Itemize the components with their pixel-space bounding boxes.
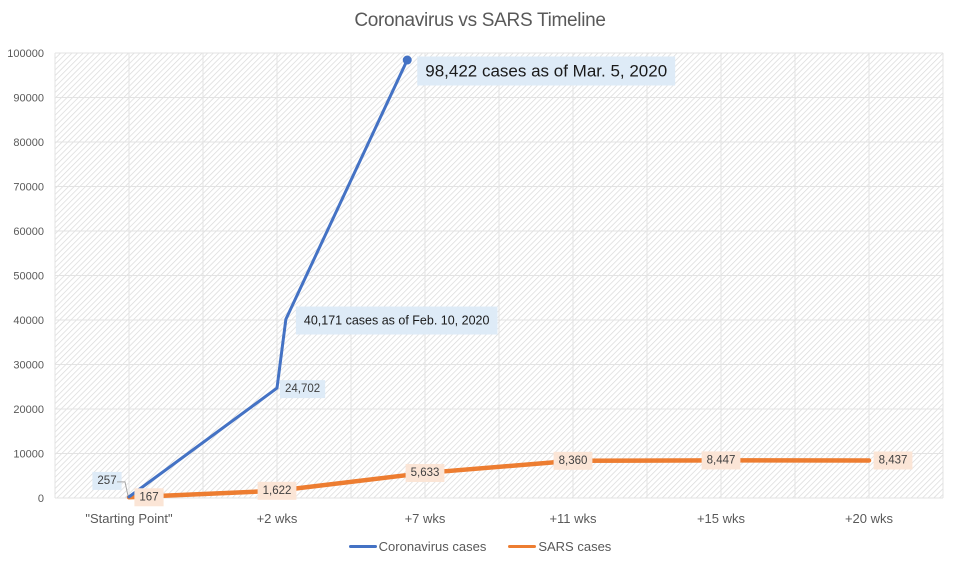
y-tick-label: 0: [38, 493, 44, 505]
data-label-corona-bg: [295, 306, 498, 335]
y-tick-label: 70000: [13, 182, 44, 194]
data-label-corona-text: 257: [97, 475, 116, 487]
data-label-sars-bg: [553, 451, 593, 470]
data-label-sars-bg: [134, 488, 164, 507]
data-label-sars: 167: [134, 488, 164, 507]
data-label-corona-text: 40,171 cases as of Feb. 10, 2020: [304, 314, 490, 328]
data-label-sars-bg: [405, 463, 445, 482]
data-label-corona-bg: [280, 380, 326, 399]
x-tick-label: +11 wks: [549, 511, 597, 526]
data-label-corona-bg: [417, 56, 676, 86]
y-axis-ticks: 0 10000 20000 30000 40000 50000 60000 70000 8000…: [7, 48, 44, 505]
x-tick-label: +2 wks: [257, 511, 298, 526]
legend: Coronavirus cases SARS cases: [0, 539, 960, 554]
y-tick-label: 20000: [13, 404, 44, 416]
sars-series-line: [126, 458, 872, 500]
y-tick-label: 100000: [7, 48, 44, 60]
data-labels: 257 24,702 40,171 cases as of Feb. 10, 202…: [92, 56, 913, 507]
x-tick-label: +20 wks: [845, 511, 894, 526]
y-tick-label: 10000: [13, 449, 44, 461]
data-label-sars-text: 1,622: [263, 485, 292, 497]
data-label-sars-bg: [701, 451, 741, 470]
y-tick-label: 40000: [13, 315, 44, 327]
data-label-corona-text: 98,422 cases as of Mar. 5, 2020: [425, 62, 667, 81]
y-tick-label: 90000: [13, 93, 44, 105]
data-label-corona: 98,422 cases as of Mar. 5, 2020: [417, 56, 676, 86]
x-tick-label: +7 wks: [405, 511, 446, 526]
y-tick-label: 80000: [13, 137, 44, 149]
y-tick-label: 50000: [13, 271, 44, 283]
gridlines: [54, 52, 944, 499]
data-label-sars-text: 8,360: [559, 455, 588, 467]
coronavirus-series-line: [127, 58, 409, 499]
data-label-corona: 257: [92, 471, 122, 490]
data-label-sars-bg: [873, 451, 913, 470]
legend-swatch-sars: [508, 545, 537, 548]
data-label-corona-text: 24,702: [285, 383, 320, 395]
leader-line: [117, 481, 129, 496]
x-tick-label: +15 wks: [697, 511, 746, 526]
legend-label-sars: SARS cases: [538, 539, 612, 554]
y-tick-label: 60000: [13, 226, 44, 238]
data-label-sars-bg: [257, 481, 297, 500]
data-label-corona-bg: [92, 471, 122, 490]
data-label-sars-text: 167: [139, 491, 158, 503]
legend-item-sars[interactable]: SARS cases: [508, 539, 611, 554]
series-lines: [126, 55, 872, 500]
legend-swatch-coronavirus: [348, 545, 377, 548]
coronavirus-end-marker: [402, 55, 412, 65]
data-label-sars: 8,360: [553, 451, 593, 470]
data-label-sars: 5,633: [405, 463, 445, 482]
data-label-corona: 24,702: [280, 380, 326, 399]
data-label-sars-text: 8,447: [707, 454, 736, 466]
data-label-sars: 8,447: [701, 451, 741, 470]
data-label-corona: 40,171 cases as of Feb. 10, 2020: [295, 306, 498, 335]
legend-label-coronavirus: Coronavirus cases: [378, 539, 487, 554]
y-tick-label: 30000: [13, 360, 44, 372]
data-label-sars: 1,622: [257, 481, 297, 500]
legend-item-coronavirus[interactable]: Coronavirus cases: [348, 539, 487, 554]
x-tick-label: "Starting Point": [85, 511, 173, 526]
chart-title: Coronavirus vs SARS Timeline: [354, 10, 606, 31]
data-label-sars-text: 8,437: [879, 454, 908, 466]
data-label-sars-text: 5,633: [411, 467, 440, 479]
data-label-sars: 8,437: [873, 451, 913, 470]
x-axis-ticks: "Starting Point" +2 wks +7 wks +11 wks +15 w…: [85, 511, 893, 526]
